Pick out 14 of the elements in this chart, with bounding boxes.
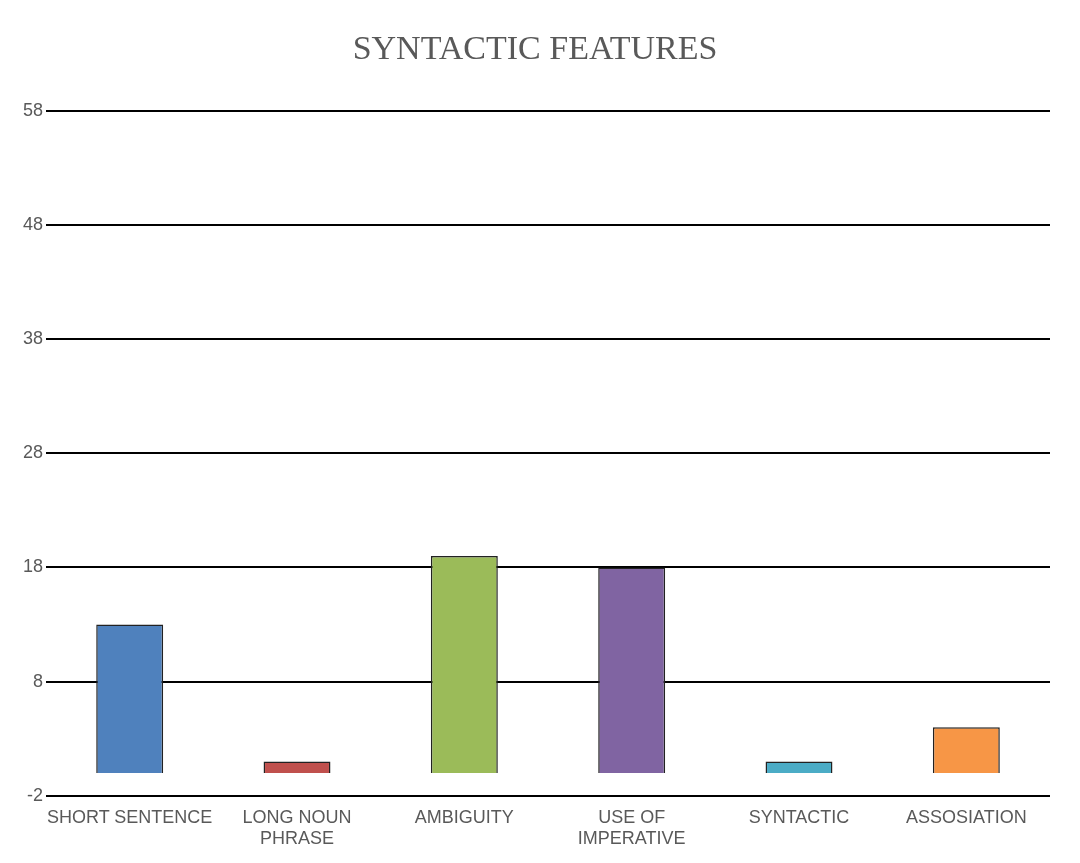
y-tick-label: 38 [22,328,44,349]
x-tick-label: SYNTACTIC [748,806,850,827]
x-tick-label: ASSOSIATION [905,806,1027,827]
y-tick-label: 18 [22,556,44,577]
x-tick-label: USE OF IMPERATIVE [577,806,686,849]
x-tick-label: LONG NOUN PHRASE [242,806,352,849]
chart-title: SYNTACTIC FEATURES [352,29,718,67]
x-tick-label: AMBIGUITY [414,806,514,827]
y-tick-label: 48 [22,213,44,234]
y-tick-label: 58 [22,99,44,120]
x-tick-label: SHORT SENTENCE [47,806,213,827]
y-tick-label: 28 [22,442,44,463]
y-tick-label: 8 [33,670,44,691]
y-tick-label: -2 [27,784,44,805]
